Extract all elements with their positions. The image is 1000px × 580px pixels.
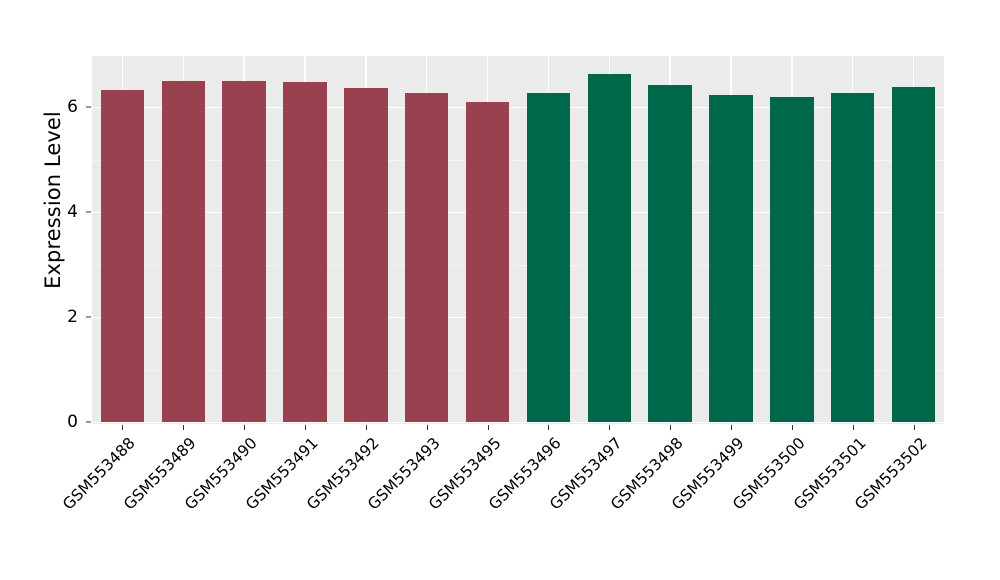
gridline-minor-horizontal xyxy=(92,369,944,371)
y-axis-tick-label: 0 xyxy=(67,412,78,432)
x-axis-tick-mark xyxy=(852,425,854,430)
y-axis-tick-labels: 0 2 4 6 xyxy=(52,0,84,580)
x-axis-tick-mark xyxy=(365,425,367,430)
gridline-major-horizontal xyxy=(92,422,944,424)
bar xyxy=(648,84,692,422)
x-axis-tick-mark xyxy=(548,425,550,430)
bar xyxy=(830,93,875,422)
bar xyxy=(526,92,571,422)
x-axis-tick-mark xyxy=(183,425,185,430)
x-axis-tick-mark xyxy=(426,425,428,430)
gridline-major-horizontal xyxy=(92,317,944,319)
bar xyxy=(587,73,632,422)
bar xyxy=(100,90,145,422)
plot-panel xyxy=(92,56,944,424)
y-axis-tick-mark xyxy=(86,421,91,423)
bar xyxy=(709,94,753,422)
x-axis-tick-mark xyxy=(122,425,124,430)
bar xyxy=(161,81,206,422)
x-axis-tick-mark xyxy=(670,425,672,430)
x-axis-tick-mark xyxy=(731,425,732,430)
bar xyxy=(283,81,327,422)
y-axis-tick-label: 4 xyxy=(67,202,78,222)
x-axis-tick-mark xyxy=(244,425,246,430)
x-axis-tick-mark xyxy=(305,425,306,430)
y-axis-tick-mark xyxy=(86,316,91,318)
x-axis-tick-mark xyxy=(609,425,611,430)
y-axis-tick-label: 2 xyxy=(67,307,78,327)
bar xyxy=(770,97,814,422)
bar xyxy=(465,102,510,422)
y-axis-tick-mark xyxy=(86,211,91,213)
y-axis-tick-label: 6 xyxy=(67,97,78,117)
x-axis-tick-mark xyxy=(791,425,793,430)
x-axis-tick-mark xyxy=(487,425,489,430)
y-axis-tick-mark xyxy=(86,106,91,108)
gridline-minor-horizontal xyxy=(92,159,944,161)
x-axis-tick-mark xyxy=(913,425,915,430)
bar xyxy=(404,93,449,422)
gridline-minor-horizontal xyxy=(92,264,944,266)
gridline-major-horizontal xyxy=(92,107,944,109)
bar xyxy=(222,81,266,422)
gridline-major-horizontal xyxy=(92,212,944,214)
bar xyxy=(891,87,936,422)
bar xyxy=(344,88,388,422)
